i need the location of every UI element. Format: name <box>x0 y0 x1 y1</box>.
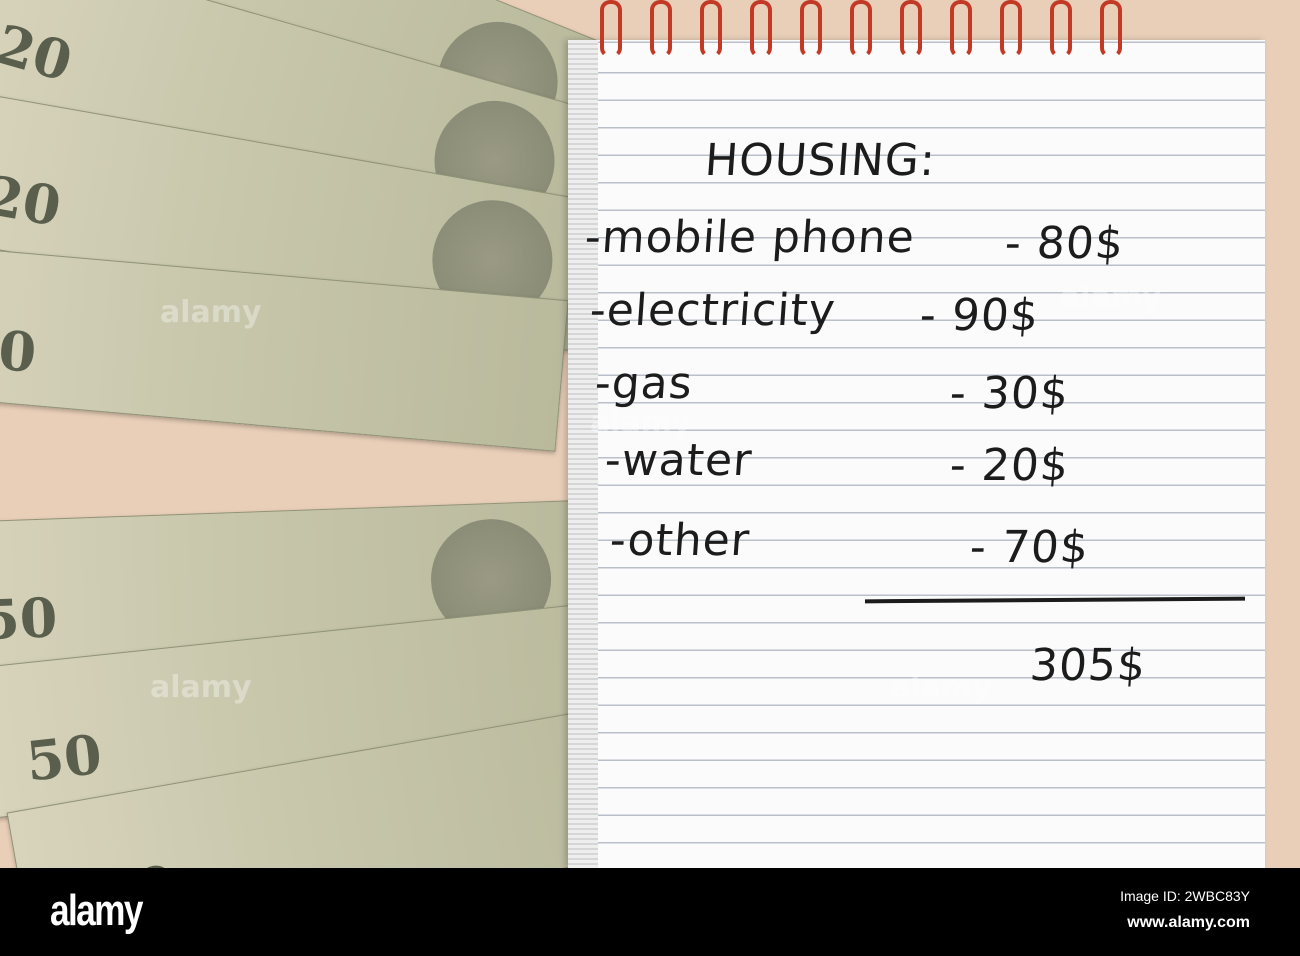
image-id: Image ID: 2WBC83Y <box>1120 888 1250 904</box>
watermark: alamy <box>150 670 252 705</box>
watermark: alamy <box>890 670 992 705</box>
item-amount: - 70$ <box>968 522 1091 573</box>
alamy-logo: alamy <box>50 886 143 935</box>
total-amount: 305$ <box>1028 640 1148 691</box>
note-title: HOUSING: <box>703 135 938 186</box>
item-label: -electricity <box>588 285 838 336</box>
photo: 20 20 20 50 50 50 100 HOUSING: -mobile p… <box>0 0 1300 868</box>
watermark: alamy <box>160 295 262 330</box>
item-label: -gas <box>593 358 695 409</box>
item-label: -other <box>608 515 752 566</box>
item-label: -water <box>603 435 755 486</box>
site-url: www.alamy.com <box>1127 914 1250 931</box>
notepad <box>568 40 1265 868</box>
footer-bar: alamy Image ID: 2WBC83Y www.alamy.com <box>0 868 1300 956</box>
watermark: alamy <box>1060 280 1162 315</box>
item-amount: - 20$ <box>948 440 1071 491</box>
watermark: alamy <box>590 405 692 440</box>
item-amount: - 90$ <box>918 290 1041 341</box>
item-amount: - 80$ <box>1003 218 1126 269</box>
notepad-edge <box>568 40 598 868</box>
item-amount: - 30$ <box>948 368 1071 419</box>
item-label: -mobile phone <box>583 212 917 263</box>
